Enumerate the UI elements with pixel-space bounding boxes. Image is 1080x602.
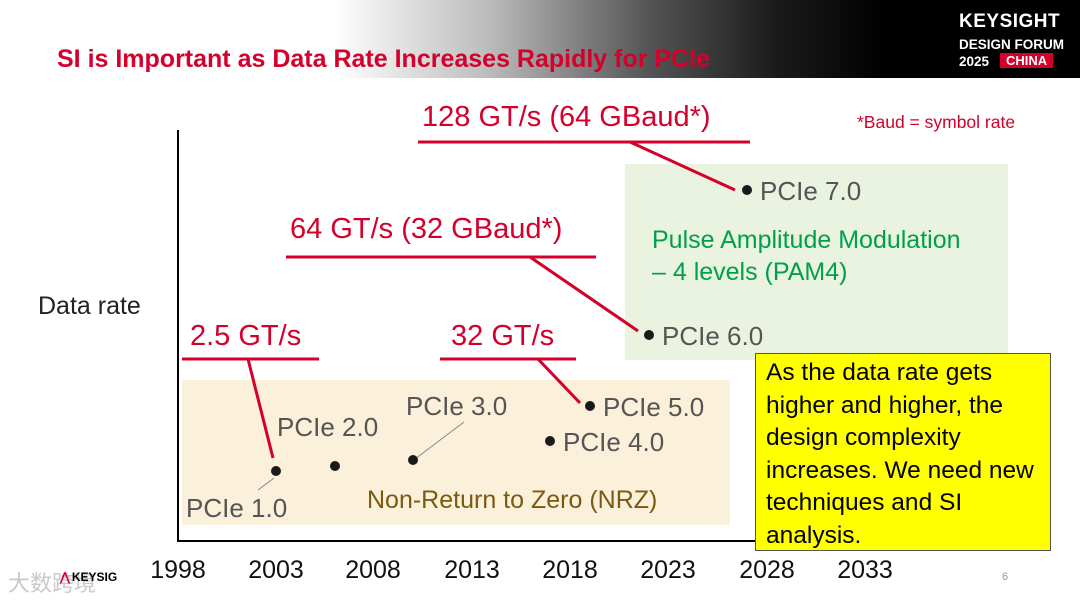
- pcie1-leader-line: [257, 477, 275, 491]
- slide-title: SI is Important as Data Rate Increases R…: [57, 45, 711, 73]
- footer-brand: KEYSIG: [71, 570, 118, 584]
- logo-line1: KEYSIGHT: [959, 11, 1061, 32]
- logo-line2: DESIGN FORUM: [959, 37, 1065, 52]
- point-pcie-2: [330, 461, 340, 471]
- annotation-arrow-64: [529, 255, 639, 333]
- label-pcie-2: PCIe 2.0: [277, 412, 378, 442]
- footer-logo: ⋀ KEYSIG: [60, 570, 117, 584]
- callout-box: As the data rate gets higher and higher,…: [755, 353, 1051, 551]
- annotation-text-128: 128 GT/s (64 GBaud*): [422, 101, 711, 133]
- label-pcie-4: PCIe 4.0: [563, 427, 664, 457]
- x-tick-2033: 2033: [837, 556, 893, 584]
- pam4-region: [625, 164, 1008, 360]
- logo-year: 2025: [959, 54, 990, 69]
- y-axis-label: Data rate: [38, 292, 141, 320]
- point-pcie-3: [408, 455, 418, 465]
- annotation-text-64: 64 GT/s (32 GBaud*): [290, 213, 562, 245]
- pcie3-leader-line: [414, 421, 465, 460]
- label-pcie-1: PCIe 1.0: [186, 493, 287, 523]
- pam4-label-line1: Pulse Amplitude Modulation: [652, 226, 961, 254]
- nrz-region: [182, 380, 730, 525]
- point-pcie-4: [545, 436, 555, 446]
- annotation-text-2p5: 2.5 GT/s: [190, 320, 301, 352]
- label-pcie-3: PCIe 3.0: [406, 391, 507, 421]
- pam4-label-line2: – 4 levels (PAM4): [652, 258, 847, 286]
- point-pcie-1: [271, 466, 281, 476]
- point-pcie-7: [742, 185, 752, 195]
- x-tick-2028: 2028: [739, 556, 795, 584]
- keysight-logo: KEYSIGHT DESIGN FORUM 2025 CHINA: [946, 6, 1074, 74]
- point-pcie-5: [585, 401, 595, 411]
- x-tick-2008: 2008: [345, 556, 401, 584]
- annotation-arrow-128: [629, 140, 736, 192]
- label-pcie-7: PCIe 7.0: [760, 176, 861, 206]
- x-tick-2013: 2013: [444, 556, 500, 584]
- keysight-wave-icon: ⋀: [60, 570, 70, 584]
- x-tick-1998: 1998: [150, 556, 206, 584]
- label-pcie-5: PCIe 5.0: [603, 392, 704, 422]
- x-tick-2003: 2003: [248, 556, 304, 584]
- annotation-arrow-32: [536, 357, 582, 405]
- page-number: 6: [1002, 571, 1009, 583]
- point-pcie-6: [644, 330, 654, 340]
- x-tick-2018: 2018: [542, 556, 598, 584]
- label-pcie-6: PCIe 6.0: [662, 321, 763, 351]
- x-tick-2023: 2023: [640, 556, 696, 584]
- logo-region: CHINA: [1000, 53, 1054, 68]
- annotation-arrow-2p5: [246, 358, 275, 459]
- header-band: [0, 0, 1080, 78]
- watermark: 大数跨境: [8, 571, 97, 596]
- baud-footnote: *Baud = symbol rate: [857, 112, 1015, 132]
- nrz-label: Non-Return to Zero (NRZ): [367, 486, 657, 514]
- annotation-text-32: 32 GT/s: [451, 320, 554, 352]
